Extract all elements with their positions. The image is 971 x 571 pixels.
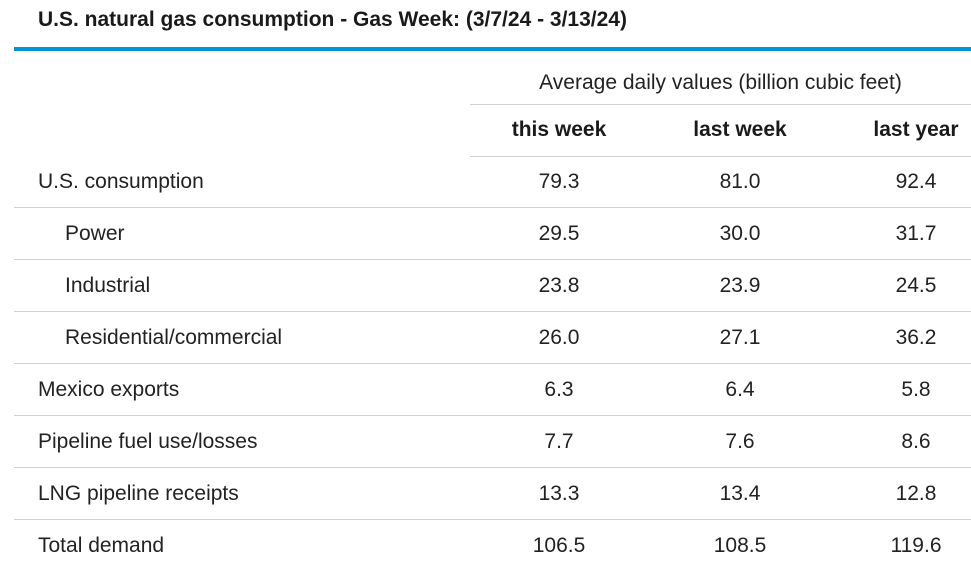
column-header-last-week: last week xyxy=(693,118,787,141)
cell-last-week: 81.0 xyxy=(719,169,761,193)
cell-this-week: 7.7 xyxy=(544,429,574,453)
cell-last-week: 7.6 xyxy=(725,429,755,453)
cell-last-week: 30.0 xyxy=(719,221,761,245)
cell-last-year: 119.6 xyxy=(890,533,942,557)
row-label: U.S. consumption xyxy=(38,169,204,193)
cell-last-week: 27.1 xyxy=(719,325,761,349)
cell-last-year: 12.8 xyxy=(895,481,937,505)
table-row: Industrial 23.8 23.9 24.5 xyxy=(14,260,971,312)
table-row: Power 29.5 30.0 31.7 xyxy=(14,208,971,260)
table-body: U.S. consumption 79.3 81.0 92.4 Power 29… xyxy=(14,156,971,571)
cell-last-week: 108.5 xyxy=(713,533,767,557)
cell-this-week: 79.3 xyxy=(538,169,580,193)
table-row: Mexico exports 6.3 6.4 5.8 xyxy=(14,364,971,416)
cell-last-year: 36.2 xyxy=(895,325,937,349)
table-title: U.S. natural gas consumption - Gas Week:… xyxy=(38,8,627,31)
cell-this-week: 23.8 xyxy=(538,273,580,297)
table-row: Residential/commercial 26.0 27.1 36.2 xyxy=(14,312,971,364)
cell-last-week: 6.4 xyxy=(725,377,755,401)
table-row: LNG pipeline receipts 13.3 13.4 12.8 xyxy=(14,468,971,520)
title-accent-rule xyxy=(14,47,971,51)
cell-this-week: 13.3 xyxy=(538,481,580,505)
cell-last-week: 23.9 xyxy=(719,273,761,297)
cell-this-week: 29.5 xyxy=(538,221,580,245)
cell-last-year: 31.7 xyxy=(895,221,937,245)
cell-this-week: 26.0 xyxy=(538,325,580,349)
table-row: Pipeline fuel use/losses 7.7 7.6 8.6 xyxy=(14,416,971,468)
table-row: U.S. consumption 79.3 81.0 92.4 xyxy=(14,156,971,208)
row-label: Industrial xyxy=(65,273,151,297)
column-header-row: this week last week last year xyxy=(470,104,971,157)
row-label: Mexico exports xyxy=(38,377,180,401)
row-label: LNG pipeline receipts xyxy=(38,481,239,505)
cell-last-year: 5.8 xyxy=(901,377,931,401)
row-label: Residential/commercial xyxy=(65,325,283,349)
cell-last-year: 92.4 xyxy=(895,169,937,193)
row-label: Total demand xyxy=(38,533,165,557)
cell-this-week: 6.3 xyxy=(544,377,574,401)
table-row: Total demand 106.5 108.5 119.6 xyxy=(14,520,971,571)
cell-this-week: 106.5 xyxy=(532,533,586,557)
column-header-last-year: last year xyxy=(873,118,959,141)
column-header-this-week: this week xyxy=(511,118,607,141)
row-label: Power xyxy=(65,221,125,245)
row-label: Pipeline fuel use/losses xyxy=(38,429,258,453)
units-header: Average daily values (billion cubic feet… xyxy=(470,62,971,105)
cell-last-year: 8.6 xyxy=(901,429,931,453)
cell-last-week: 13.4 xyxy=(719,481,761,505)
cell-last-year: 24.5 xyxy=(895,273,937,297)
